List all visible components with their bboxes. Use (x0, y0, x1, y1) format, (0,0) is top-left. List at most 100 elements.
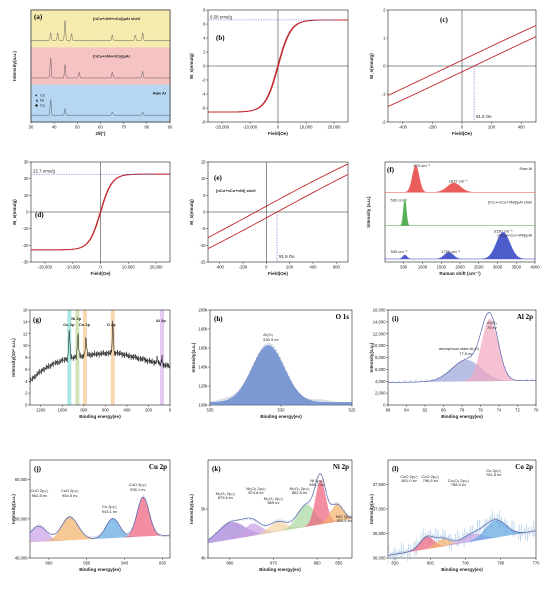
data-point (459, 361, 461, 364)
data-point (338, 502, 340, 505)
data-point (47, 530, 50, 533)
y-tick-label: -2 (202, 78, 206, 83)
xrd-line (30, 57, 171, 79)
x-tick-label: 3000 (493, 265, 503, 270)
data-point (524, 531, 527, 534)
data-point (427, 536, 430, 538)
data-point (230, 395, 233, 398)
data-point (76, 524, 79, 527)
data-point (459, 538, 461, 541)
panel-label-f: (f) (387, 166, 395, 174)
data-point (347, 402, 350, 405)
data-point (492, 517, 495, 520)
data-point (518, 532, 520, 535)
data-point (275, 519, 277, 522)
y-axis-label: Intensity(a.u.) (369, 494, 374, 524)
legend-label: Co (40, 93, 46, 98)
data-point (509, 528, 512, 531)
data-point (85, 534, 88, 537)
data-point (92, 536, 95, 538)
data-point (444, 536, 446, 539)
data-point (298, 393, 301, 396)
data-point (531, 378, 534, 381)
data-point (296, 390, 299, 393)
data-point (336, 402, 339, 405)
y-tick-label: 100k (198, 403, 208, 408)
y-tick-label: 14,000 (373, 319, 386, 324)
x-tick-label: 1000 (58, 408, 68, 413)
data-point (480, 527, 482, 529)
data-point (264, 524, 267, 527)
data-point (433, 536, 436, 539)
data-point (232, 394, 235, 397)
y-tick-label: 180k (198, 327, 208, 332)
x-tick-label: -10,000 (66, 265, 81, 270)
data-point (520, 532, 523, 535)
peak-label: CoO 2p₁/₂ (400, 474, 418, 479)
data-point (454, 539, 457, 542)
data-point (486, 521, 489, 524)
y-tick-label: 12 (23, 331, 28, 336)
data-point (338, 402, 341, 405)
data-point (255, 357, 258, 360)
y-tick-label: 0 (203, 210, 206, 215)
data-point (138, 503, 140, 506)
peak-value: 781.5 ev (486, 472, 501, 477)
data-point (31, 528, 34, 531)
y-tick-label: -10 (199, 243, 206, 248)
data-point (467, 535, 470, 537)
element-label: O 2p (107, 322, 116, 327)
panel-label-g: (g) (33, 316, 42, 324)
data-point (403, 380, 406, 383)
plot-frame-k (207, 459, 353, 559)
data-point (328, 400, 331, 403)
data-point (245, 379, 248, 382)
data-point (140, 497, 143, 499)
y-tick-label: 5 (203, 193, 206, 198)
data-point (108, 520, 111, 523)
y-tick-label: 2 (25, 391, 28, 396)
x-tick-label: -400 (399, 125, 408, 130)
data-point (74, 521, 77, 523)
y-tick-label: 200k (198, 308, 208, 313)
x-tick-label: 930 (159, 561, 167, 566)
x-tick-label: 1500 (437, 265, 447, 270)
data-point (326, 400, 329, 403)
x-tick-label: 2500 (474, 265, 484, 270)
data-point (280, 519, 283, 522)
x-tick-label: 870 (270, 561, 278, 566)
inner-label: [nCu+nCo+nNi] shell (216, 188, 256, 193)
x-tick-label: 860 (314, 561, 322, 566)
data-point (119, 527, 122, 530)
series-label-a-1: [nCu+nNi+nCo]/μAl (93, 53, 130, 58)
y-tick-label: 10 (24, 193, 29, 198)
x-tick-label: 72 (515, 408, 520, 413)
x-axis-label: Raman shift (cm⁻¹) (439, 271, 481, 276)
data-point (220, 526, 222, 529)
data-point (209, 401, 211, 404)
x-tick-label: 535 (207, 408, 215, 413)
data-point (319, 399, 322, 402)
data-point (277, 519, 280, 522)
x-tick-label: 30 (29, 125, 34, 130)
peak-value: 879.6 ev (218, 495, 233, 500)
peak-label: Al₂O₃ (263, 332, 273, 337)
data-point (251, 366, 254, 369)
data-point (487, 312, 489, 315)
y-tick-label: -10 (22, 226, 29, 231)
legend-label: Ni (40, 98, 44, 103)
series-label-f-1: [nCu+nCo+nNi]/μAl shell (488, 199, 532, 204)
x-tick-label: 0 (265, 265, 268, 270)
data-point (217, 529, 220, 531)
peak-value: 530.9 ev (263, 337, 278, 342)
panel-label-j: (j) (34, 465, 42, 473)
data-point (126, 533, 129, 536)
x-axis-label: Binding energy(ev) (441, 567, 483, 572)
data-point (60, 525, 63, 528)
data-point (414, 547, 417, 550)
data-point (490, 518, 493, 521)
data-point (332, 502, 335, 505)
data-point (514, 379, 517, 381)
x-tick-label: 10,000 (122, 265, 135, 270)
y-tick-label: 8,000 (375, 355, 386, 360)
